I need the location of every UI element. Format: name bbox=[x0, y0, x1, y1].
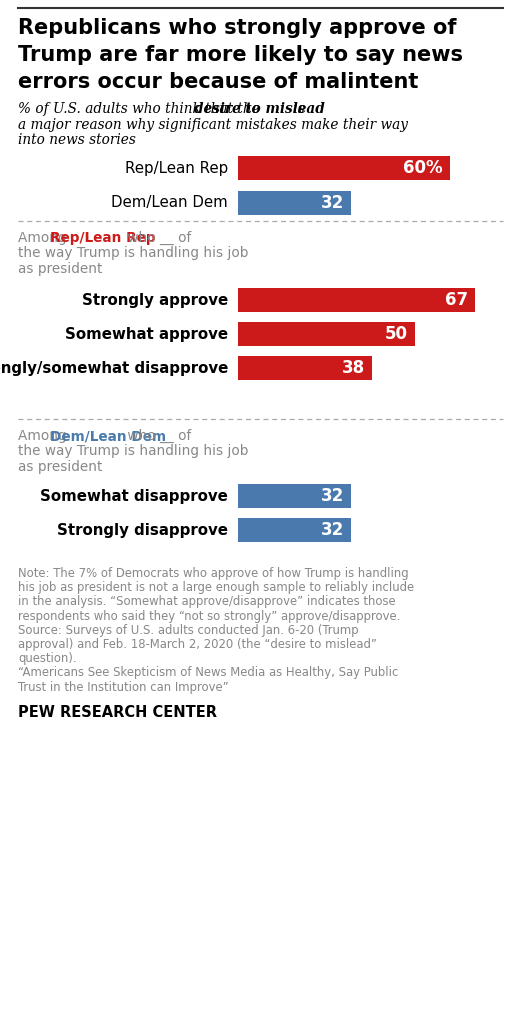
Text: Dem/Lean Dem: Dem/Lean Dem bbox=[111, 195, 228, 211]
Text: is: is bbox=[289, 102, 305, 116]
Text: approval) and Feb. 18-March 2, 2020 (the “desire to mislead”: approval) and Feb. 18-March 2, 2020 (the… bbox=[18, 638, 377, 651]
Text: Somewhat approve: Somewhat approve bbox=[65, 326, 228, 342]
Text: Source: Surveys of U.S. adults conducted Jan. 6-20 (Trump: Source: Surveys of U.S. adults conducted… bbox=[18, 624, 358, 636]
Text: respondents who said they “not so strongly” approve/disapprove.: respondents who said they “not so strong… bbox=[18, 610, 400, 623]
Text: the way Trump is handling his job: the way Trump is handling his job bbox=[18, 445, 249, 458]
Text: Trump are far more likely to say news: Trump are far more likely to say news bbox=[18, 45, 463, 65]
Text: 50: 50 bbox=[384, 325, 407, 343]
Text: 60%: 60% bbox=[403, 159, 443, 177]
Text: PEW RESEARCH CENTER: PEW RESEARCH CENTER bbox=[18, 705, 217, 720]
Text: % of U.S. adults who think that the: % of U.S. adults who think that the bbox=[18, 102, 264, 116]
Text: desire to mislead: desire to mislead bbox=[194, 102, 325, 116]
Text: 32: 32 bbox=[321, 487, 344, 505]
Text: as president: as president bbox=[18, 262, 102, 276]
Text: question).: question). bbox=[18, 653, 77, 665]
Text: 67: 67 bbox=[444, 291, 468, 309]
Text: 32: 32 bbox=[321, 521, 344, 539]
Text: Somewhat disapprove: Somewhat disapprove bbox=[40, 489, 228, 503]
Text: Rep/Lean Rep: Rep/Lean Rep bbox=[125, 161, 228, 176]
Text: “Americans See Skepticism of News Media as Healthy, Say Public: “Americans See Skepticism of News Media … bbox=[18, 666, 399, 679]
Text: 32: 32 bbox=[321, 194, 344, 212]
Text: Strongly approve: Strongly approve bbox=[82, 293, 228, 308]
Text: Note: The 7% of Democrats who approve of how Trump is handling: Note: The 7% of Democrats who approve of… bbox=[18, 567, 408, 580]
Text: the way Trump is handling his job: the way Trump is handling his job bbox=[18, 247, 249, 261]
Text: Trust in the Institution can Improve”: Trust in the Institution can Improve” bbox=[18, 680, 229, 694]
Text: in the analysis. “Somewhat approve/disapprove” indicates those: in the analysis. “Somewhat approve/disap… bbox=[18, 595, 395, 609]
Text: a major reason why significant mistakes make their way: a major reason why significant mistakes … bbox=[18, 118, 408, 132]
Text: as president: as president bbox=[18, 460, 102, 474]
Text: Among: Among bbox=[18, 231, 71, 244]
FancyBboxPatch shape bbox=[238, 191, 351, 215]
Text: Strongly/somewhat disapprove: Strongly/somewhat disapprove bbox=[0, 360, 228, 375]
FancyBboxPatch shape bbox=[238, 356, 373, 380]
FancyBboxPatch shape bbox=[238, 518, 351, 542]
Text: his job as president is not a large enough sample to reliably include: his job as president is not a large enou… bbox=[18, 581, 414, 594]
Text: errors occur because of malintent: errors occur because of malintent bbox=[18, 72, 418, 92]
Text: Republicans who strongly approve of: Republicans who strongly approve of bbox=[18, 18, 456, 38]
FancyBboxPatch shape bbox=[238, 322, 415, 346]
FancyBboxPatch shape bbox=[238, 155, 450, 180]
FancyBboxPatch shape bbox=[238, 288, 475, 312]
Text: into news stories: into news stories bbox=[18, 133, 136, 147]
Text: who __ of: who __ of bbox=[123, 231, 191, 246]
FancyBboxPatch shape bbox=[238, 484, 351, 508]
Text: Dem/Lean Dem: Dem/Lean Dem bbox=[49, 429, 166, 443]
Text: who __ of: who __ of bbox=[123, 429, 191, 443]
Text: Strongly disapprove: Strongly disapprove bbox=[57, 523, 228, 537]
Text: 38: 38 bbox=[342, 359, 365, 377]
Text: Among: Among bbox=[18, 429, 71, 443]
Text: Rep/Lean Rep: Rep/Lean Rep bbox=[49, 231, 155, 244]
